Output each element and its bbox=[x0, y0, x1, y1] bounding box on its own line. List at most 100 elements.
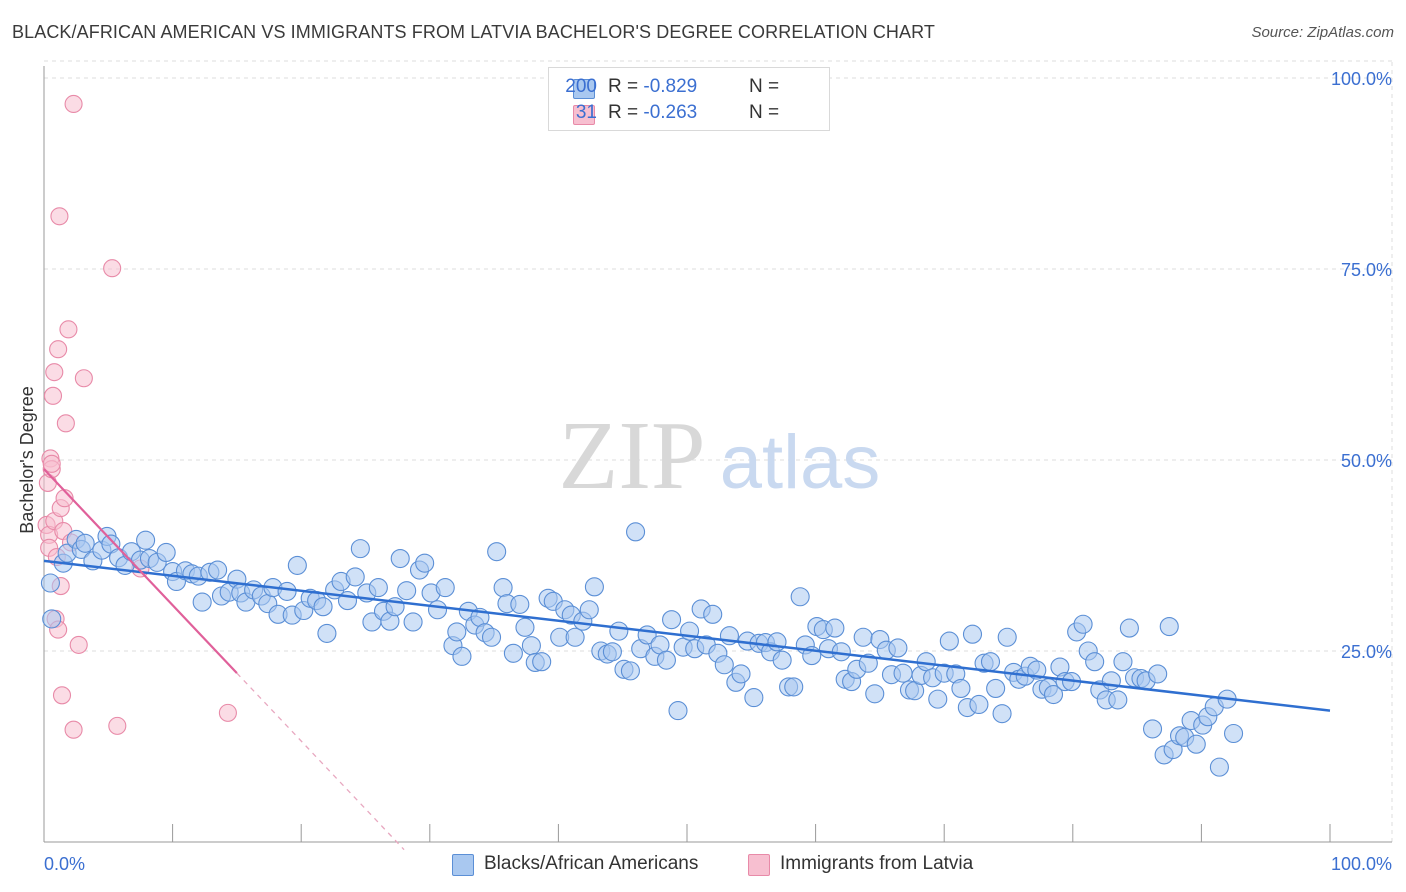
legend-n-label: N = bbox=[749, 76, 780, 97]
data-point bbox=[59, 320, 78, 339]
bottom-legend-label: Blacks/African Americans bbox=[484, 853, 699, 874]
data-point bbox=[744, 688, 764, 708]
trend-line-latvia bbox=[43, 468, 238, 674]
x-tick-label-max: 100.0% bbox=[1331, 854, 1392, 874]
chart-title: BLACK/AFRICAN AMERICAN VS IMMIGRANTS FRO… bbox=[12, 22, 935, 42]
data-point bbox=[42, 609, 62, 629]
data-point bbox=[986, 678, 1006, 698]
data-point bbox=[620, 661, 640, 681]
data-point bbox=[43, 386, 63, 405]
data-point bbox=[1186, 734, 1206, 754]
data-point bbox=[609, 621, 629, 641]
data-point bbox=[668, 701, 688, 721]
data-point bbox=[481, 627, 502, 647]
data-point bbox=[42, 454, 61, 473]
trend-line-latvia-extension bbox=[236, 672, 405, 851]
data-point bbox=[69, 635, 88, 654]
watermark-atlas: atlas bbox=[720, 420, 881, 505]
data-point bbox=[156, 542, 176, 562]
data-point bbox=[703, 604, 723, 624]
legend-n-label: N = bbox=[749, 102, 780, 123]
data-point bbox=[1148, 664, 1168, 684]
data-point bbox=[510, 594, 530, 614]
x-tick-label-min: 0.0% bbox=[44, 854, 85, 874]
data-point bbox=[865, 684, 885, 704]
data-point bbox=[503, 643, 523, 663]
data-point bbox=[447, 622, 467, 642]
y-tick-label: 50.0% bbox=[1341, 451, 1392, 471]
data-point bbox=[825, 618, 845, 638]
data-point bbox=[565, 627, 585, 647]
bottom-legend-swatch-pink bbox=[748, 854, 770, 876]
data-point bbox=[888, 638, 908, 658]
data-point bbox=[345, 567, 365, 587]
data-point bbox=[626, 522, 646, 542]
data-point bbox=[287, 555, 307, 575]
data-point bbox=[1108, 690, 1128, 710]
data-point bbox=[579, 600, 599, 620]
data-point bbox=[1027, 660, 1047, 680]
y-tick-label: 100.0% bbox=[1331, 69, 1392, 89]
trend-line-blacks bbox=[43, 559, 1331, 712]
data-point bbox=[390, 549, 410, 569]
data-point bbox=[1209, 757, 1229, 777]
data-point bbox=[790, 587, 810, 607]
data-point bbox=[493, 578, 513, 598]
data-point bbox=[962, 624, 983, 644]
data-point bbox=[350, 539, 370, 559]
y-tick-label: 75.0% bbox=[1341, 260, 1392, 280]
data-point bbox=[452, 646, 472, 666]
data-point bbox=[656, 650, 676, 670]
data-point bbox=[1073, 614, 1093, 634]
y-tick-label: 25.0% bbox=[1341, 642, 1392, 662]
data-point bbox=[521, 636, 541, 656]
data-point bbox=[45, 363, 64, 382]
data-point bbox=[136, 530, 156, 550]
data-point bbox=[415, 553, 435, 573]
legend-swatch-pink bbox=[573, 105, 595, 125]
data-point bbox=[49, 340, 68, 359]
data-point bbox=[515, 617, 535, 637]
axis-labels: 25.0% 50.0% 75.0% 100.0% 0.0% 100.0% Bachelor'… bbox=[17, 69, 1392, 874]
legend-r-label: R = bbox=[608, 102, 644, 123]
legend-n-value: 31 bbox=[575, 102, 597, 123]
correlation-legend: R = -0.829 N = 200 R = -0.263 N = 31 bbox=[548, 67, 830, 131]
data-point bbox=[1119, 618, 1139, 638]
data-point bbox=[714, 655, 734, 675]
data-point bbox=[1085, 652, 1105, 672]
data-point bbox=[584, 577, 604, 597]
data-point bbox=[784, 677, 804, 697]
data-point bbox=[928, 689, 948, 709]
data-point bbox=[50, 207, 69, 226]
data-point bbox=[40, 573, 60, 593]
data-point bbox=[56, 414, 75, 433]
data-point bbox=[277, 581, 297, 601]
data-point bbox=[1043, 684, 1064, 705]
data-point bbox=[218, 703, 237, 722]
data-point bbox=[103, 259, 122, 278]
data-point bbox=[403, 612, 423, 632]
data-point bbox=[1224, 723, 1244, 744]
data-point bbox=[192, 592, 212, 612]
watermark: ZIP atlas bbox=[559, 402, 881, 510]
data-point bbox=[602, 642, 622, 662]
data-point bbox=[108, 716, 127, 735]
data-point bbox=[939, 631, 959, 651]
data-point bbox=[397, 581, 417, 601]
data-point bbox=[980, 652, 1001, 672]
data-point bbox=[427, 600, 448, 620]
legend-r-value: -0.829 bbox=[643, 76, 698, 97]
data-point bbox=[969, 694, 989, 715]
bottom-legend-swatch-blue bbox=[452, 854, 474, 876]
data-point bbox=[64, 720, 83, 739]
legend-n-value: 200 bbox=[565, 76, 597, 97]
data-point bbox=[368, 578, 388, 598]
data-point bbox=[64, 94, 83, 114]
legend-r-label: R = bbox=[608, 76, 644, 97]
data-point bbox=[74, 369, 93, 388]
data-point bbox=[893, 663, 913, 683]
data-point bbox=[75, 533, 95, 553]
data-point bbox=[731, 664, 751, 684]
data-point bbox=[435, 578, 455, 598]
